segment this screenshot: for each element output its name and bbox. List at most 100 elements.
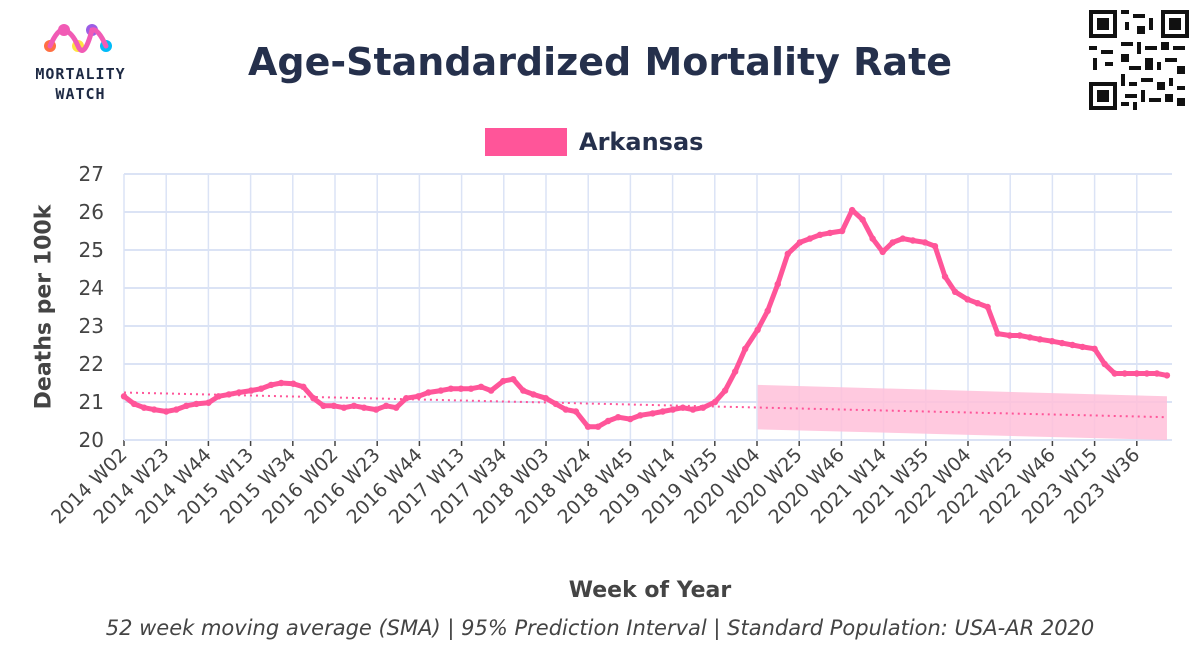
data-point — [1016, 332, 1023, 339]
data-point — [899, 235, 906, 242]
data-point — [731, 368, 739, 375]
data-point — [1058, 339, 1066, 347]
data-point — [310, 395, 317, 402]
data-point — [909, 237, 917, 244]
data-point — [163, 408, 170, 415]
data-point — [1143, 370, 1151, 377]
data-point — [382, 402, 390, 409]
y-tick-label: 20 — [79, 428, 104, 452]
data-point — [552, 400, 560, 408]
y-tick-label: 22 — [79, 352, 104, 376]
y-tick-label: 25 — [79, 238, 104, 262]
data-point — [510, 376, 517, 383]
data-point — [806, 235, 814, 242]
data-point — [659, 408, 666, 415]
data-point — [562, 406, 570, 413]
data-point — [447, 385, 455, 392]
y-tick-label: 24 — [79, 276, 104, 300]
data-point — [330, 402, 338, 409]
data-point — [235, 389, 243, 396]
data-point — [848, 206, 856, 214]
y-tick-label: 26 — [79, 200, 104, 224]
data-point — [1006, 332, 1013, 339]
data-point — [964, 296, 971, 303]
data-point — [1111, 370, 1118, 377]
data-point — [173, 406, 180, 413]
data-point — [796, 239, 804, 246]
data-point — [1153, 370, 1161, 377]
data-point — [1101, 360, 1108, 368]
data-point — [267, 381, 275, 389]
data-point — [889, 239, 896, 246]
mortality-watch-logo — [44, 24, 112, 53]
data-point — [1163, 372, 1171, 379]
data-point — [205, 399, 212, 406]
data-point — [520, 387, 527, 394]
data-point — [711, 398, 719, 406]
data-point — [699, 404, 707, 411]
data-point — [869, 235, 876, 242]
data-point — [350, 402, 358, 409]
chart-footnote: 52 week moving average (SMA) | 95% Predi… — [105, 616, 1095, 640]
data-point — [1048, 338, 1056, 345]
series-line-arkansas — [121, 207, 1170, 430]
data-point — [614, 414, 622, 421]
data-point — [457, 385, 465, 392]
data-point — [150, 406, 158, 413]
qr-code-icon[interactable] — [1089, 10, 1189, 110]
data-point — [1079, 343, 1086, 351]
data-point — [425, 389, 432, 396]
data-point — [1091, 345, 1098, 352]
legend-swatch-arkansas — [485, 128, 567, 156]
x-axis-label: Week of Year — [568, 578, 732, 603]
data-point — [300, 383, 307, 390]
data-point — [816, 231, 824, 238]
data-point — [225, 391, 233, 398]
logo-text-line1: MORTALITY — [35, 65, 126, 83]
data-point — [403, 395, 410, 402]
data-point — [774, 281, 781, 288]
logo-text-line2: WATCH — [55, 85, 106, 103]
data-point — [437, 387, 445, 394]
data-point — [542, 395, 549, 402]
data-point — [669, 406, 677, 413]
chart-legend[interactable]: Arkansas — [485, 124, 703, 160]
data-point — [974, 300, 981, 307]
data-point — [826, 229, 834, 237]
data-point — [1026, 334, 1034, 341]
data-point — [941, 273, 949, 280]
logo-curve — [47, 27, 109, 53]
data-point — [215, 393, 222, 400]
data-point — [278, 379, 285, 387]
data-point — [193, 400, 200, 408]
y-tick-label: 21 — [79, 390, 104, 414]
data-point — [415, 393, 422, 400]
data-point — [183, 402, 190, 409]
data-point — [951, 288, 959, 295]
data-point — [360, 404, 368, 411]
data-point — [477, 383, 485, 390]
data-point — [584, 423, 592, 430]
page-title: Age-Standardized Mortality Rate — [247, 40, 953, 84]
data-point — [530, 391, 537, 398]
data-point — [721, 387, 729, 394]
data-point — [1133, 370, 1141, 377]
data-point — [340, 404, 348, 411]
y-tick-label: 27 — [79, 162, 104, 186]
data-point — [637, 412, 644, 419]
logo-wordmark: MORTALITY WATCH — [18, 64, 143, 104]
data-point — [140, 404, 148, 411]
data-point — [984, 303, 991, 311]
data-point — [921, 239, 929, 246]
data-point — [784, 250, 792, 257]
data-point — [393, 404, 400, 411]
data-point — [879, 248, 886, 256]
data-point — [487, 387, 495, 394]
data-point — [1069, 341, 1076, 349]
data-point — [764, 307, 771, 314]
data-point — [838, 227, 846, 235]
data-point — [120, 393, 128, 400]
data-point — [994, 330, 1001, 337]
data-point — [572, 408, 580, 415]
